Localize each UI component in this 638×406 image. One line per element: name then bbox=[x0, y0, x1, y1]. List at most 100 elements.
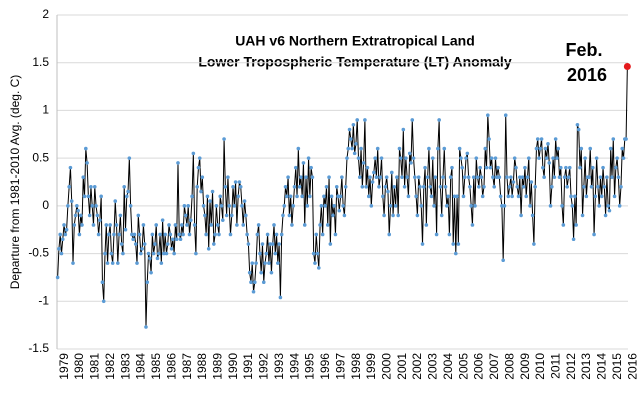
point bbox=[101, 299, 106, 304]
line bbox=[57, 66, 628, 328]
point bbox=[576, 127, 581, 132]
point bbox=[188, 218, 193, 222]
point bbox=[532, 242, 536, 246]
point bbox=[567, 165, 572, 170]
x-tick-label: 1997 bbox=[333, 353, 347, 380]
x-tick-label: 1982 bbox=[103, 353, 117, 380]
point bbox=[151, 251, 156, 256]
point bbox=[163, 232, 167, 237]
point bbox=[281, 213, 285, 218]
point bbox=[387, 232, 392, 237]
point bbox=[340, 175, 344, 180]
point bbox=[150, 232, 155, 237]
x-tick-label: 2003 bbox=[426, 353, 440, 380]
point bbox=[142, 242, 147, 246]
point bbox=[331, 213, 335, 218]
point bbox=[200, 175, 205, 180]
point bbox=[518, 175, 522, 180]
point bbox=[456, 242, 461, 246]
point bbox=[557, 175, 562, 180]
point bbox=[401, 127, 406, 132]
point bbox=[479, 175, 484, 180]
point bbox=[313, 261, 317, 265]
point bbox=[506, 194, 511, 199]
point bbox=[182, 204, 187, 208]
y-tick-label: 0 bbox=[42, 198, 49, 212]
point bbox=[59, 251, 64, 256]
x-tick-label: 2009 bbox=[518, 353, 532, 380]
x-tick-label: 1985 bbox=[149, 353, 163, 380]
point bbox=[241, 223, 246, 227]
point bbox=[67, 184, 71, 189]
point bbox=[296, 146, 301, 151]
point bbox=[98, 218, 102, 222]
point bbox=[305, 204, 310, 208]
x-tick-label: 1999 bbox=[364, 353, 378, 380]
point bbox=[232, 204, 237, 208]
point bbox=[392, 184, 397, 189]
point bbox=[139, 251, 143, 256]
point bbox=[396, 213, 400, 218]
point bbox=[465, 151, 470, 156]
point bbox=[338, 194, 343, 199]
point bbox=[492, 184, 497, 189]
point bbox=[365, 165, 370, 170]
x-tick-label: 1998 bbox=[349, 353, 363, 380]
point bbox=[256, 223, 261, 227]
point bbox=[214, 204, 219, 208]
point bbox=[112, 232, 116, 237]
point bbox=[419, 204, 424, 208]
point bbox=[315, 251, 320, 256]
point bbox=[623, 63, 631, 71]
point bbox=[398, 156, 403, 160]
point bbox=[601, 165, 605, 170]
point bbox=[285, 194, 289, 199]
point bbox=[226, 175, 230, 180]
point bbox=[309, 165, 313, 170]
point bbox=[251, 289, 256, 294]
point bbox=[204, 232, 208, 237]
point bbox=[606, 204, 610, 208]
point bbox=[84, 146, 88, 151]
point bbox=[487, 137, 491, 141]
point bbox=[407, 151, 412, 156]
point bbox=[598, 175, 603, 180]
point bbox=[96, 232, 101, 237]
point bbox=[99, 194, 103, 199]
point bbox=[537, 156, 541, 160]
point bbox=[199, 189, 203, 194]
point bbox=[424, 223, 429, 227]
point bbox=[509, 175, 513, 180]
x-tick-label: 1980 bbox=[72, 353, 86, 380]
point bbox=[233, 180, 238, 184]
point bbox=[418, 184, 422, 189]
point bbox=[599, 194, 604, 199]
point bbox=[521, 184, 526, 189]
point bbox=[529, 180, 534, 184]
point bbox=[556, 146, 561, 151]
point bbox=[140, 247, 144, 251]
x-tick-label: 2011 bbox=[548, 353, 562, 379]
point bbox=[464, 156, 468, 160]
x-tick-label: 2014 bbox=[595, 353, 609, 380]
point bbox=[141, 223, 146, 227]
point bbox=[558, 165, 563, 170]
point bbox=[218, 194, 223, 199]
point bbox=[318, 223, 322, 227]
point bbox=[436, 146, 440, 151]
point bbox=[310, 175, 315, 180]
point bbox=[364, 184, 368, 189]
x-tick-label: 2012 bbox=[564, 353, 578, 380]
point bbox=[415, 213, 420, 218]
point bbox=[317, 266, 321, 270]
x-tick-label: 2000 bbox=[379, 353, 393, 380]
point bbox=[455, 194, 459, 199]
point bbox=[191, 151, 196, 156]
point bbox=[571, 237, 576, 242]
point bbox=[541, 165, 545, 170]
point bbox=[393, 204, 398, 208]
point bbox=[366, 194, 371, 199]
point bbox=[501, 258, 505, 263]
point bbox=[278, 295, 283, 300]
point bbox=[261, 280, 266, 285]
